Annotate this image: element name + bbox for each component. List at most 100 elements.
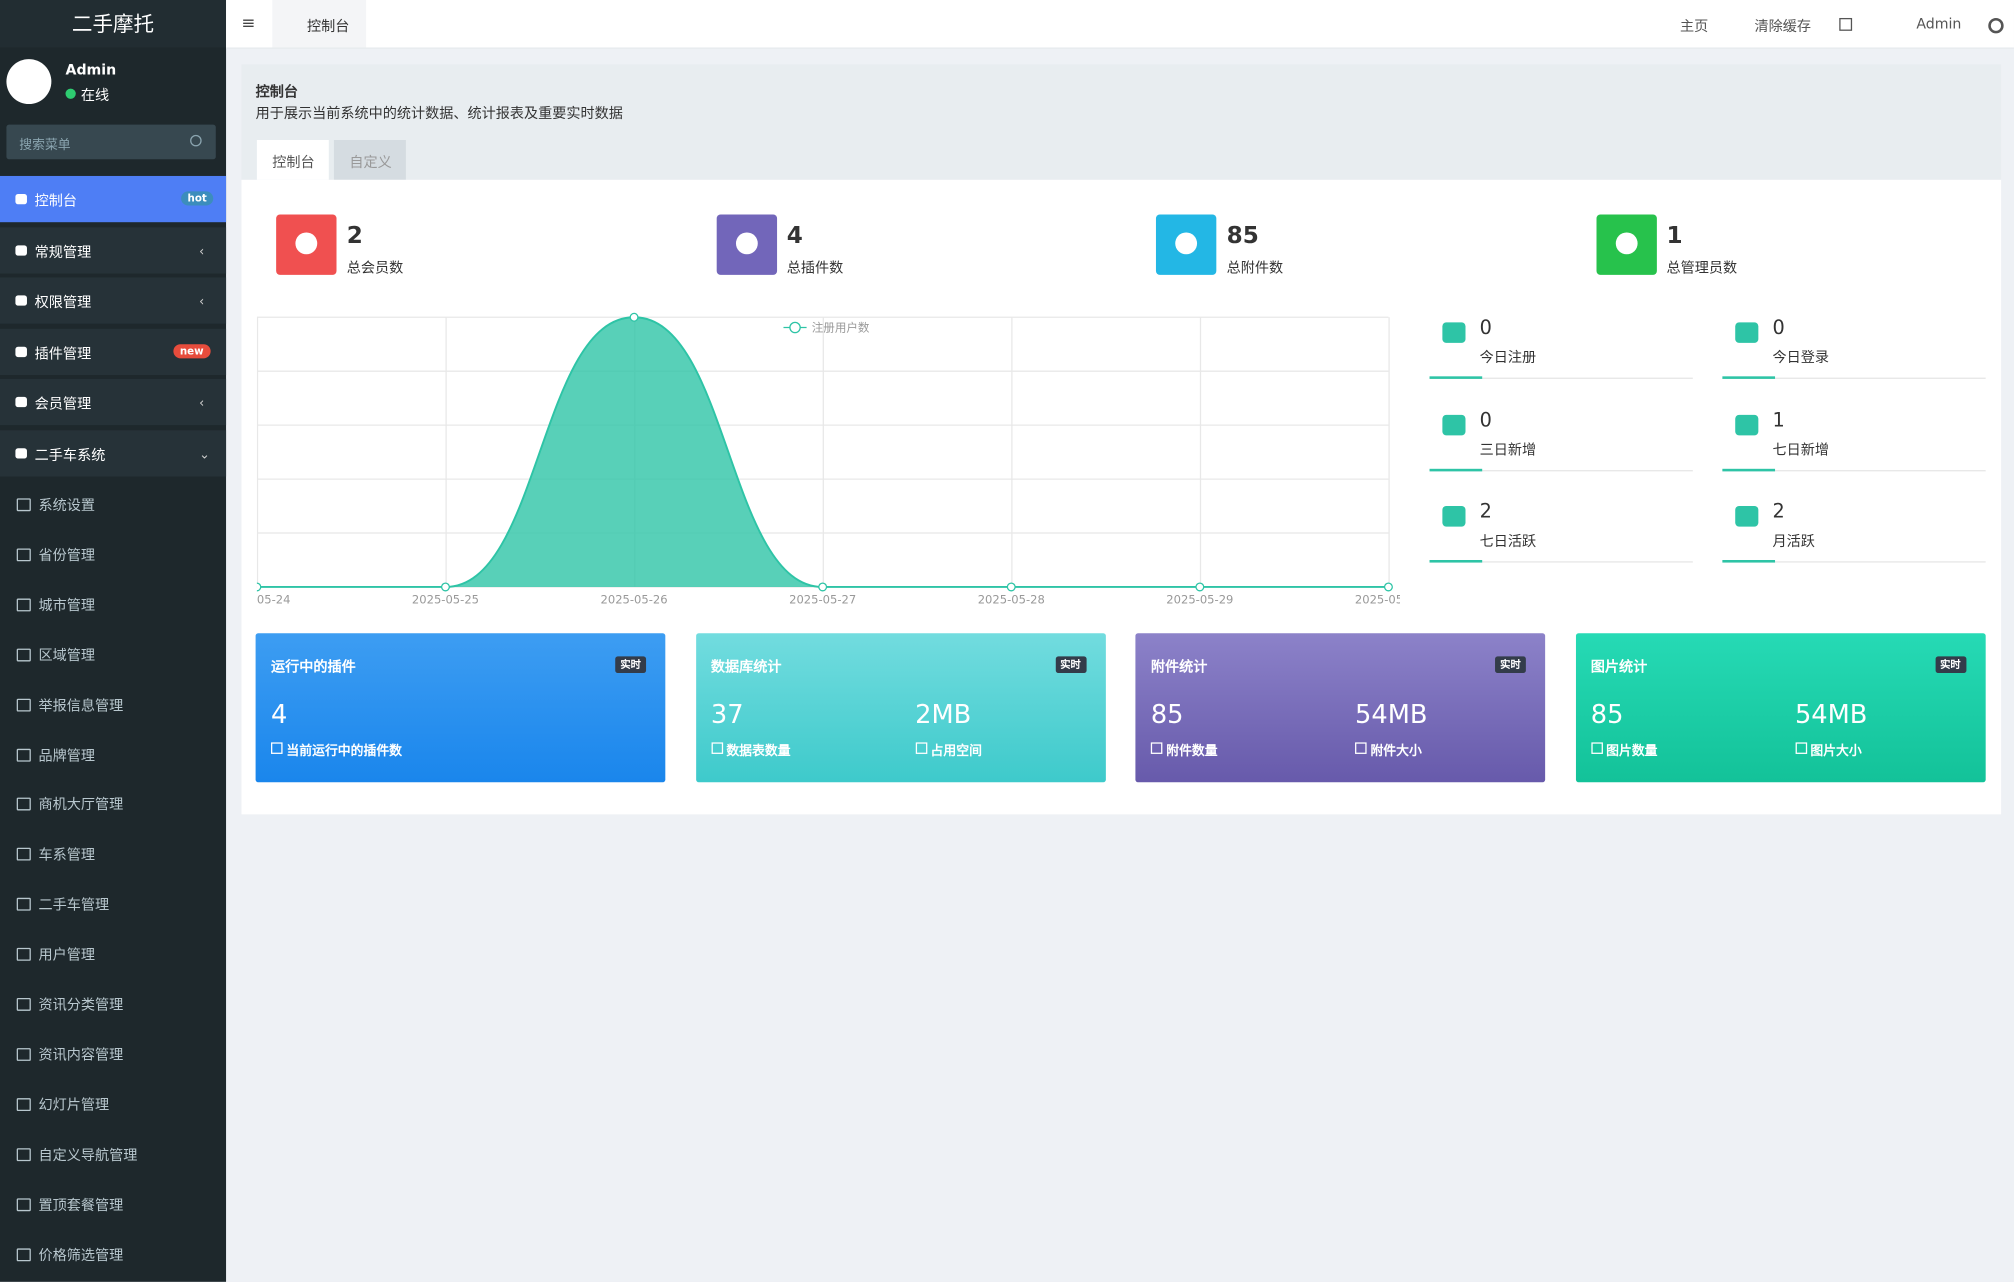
submenu-icon xyxy=(16,698,31,712)
submenu-label: 资讯分类管理 xyxy=(38,996,124,1014)
submenu-icon xyxy=(16,798,31,811)
submenu-item[interactable]: 二手车管理 xyxy=(0,888,226,921)
mini-rule xyxy=(1722,561,1986,563)
menu-toggle[interactable]: ≡ xyxy=(241,14,256,34)
search-box[interactable]: 搜索菜单 xyxy=(6,124,216,160)
submenu-item[interactable]: 资讯内容管理 xyxy=(0,1038,226,1071)
submenu-label: 价格筛选管理 xyxy=(38,1246,124,1264)
panel-tab[interactable]: 自定义 xyxy=(333,139,406,180)
mini-icon xyxy=(1442,506,1466,527)
menu-badge: hot xyxy=(181,191,214,206)
panel-tab[interactable]: 控制台 xyxy=(256,139,329,180)
menu-item[interactable]: 控制台 hot xyxy=(0,175,227,223)
top-link[interactable]: 清除缓存 xyxy=(1754,17,1812,35)
mini-rule-accent xyxy=(1429,468,1483,471)
submenu-item[interactable]: 举报信息管理 xyxy=(0,688,226,721)
settings-icon[interactable] xyxy=(1988,17,2004,34)
search-placeholder: 搜索菜单 xyxy=(19,138,71,153)
menu-icon xyxy=(15,346,27,357)
top-link[interactable]: 主页 xyxy=(1679,17,1709,35)
point xyxy=(256,582,262,592)
submenu-label: 系统设置 xyxy=(38,497,96,514)
card-badge: 实时 xyxy=(1934,656,1966,674)
stat-label: 总管理员数 xyxy=(1666,259,1738,277)
mini-rule-accent xyxy=(1722,376,1776,379)
stat-glyph xyxy=(1175,232,1198,255)
submenu-icon xyxy=(16,1247,31,1261)
submenu-item[interactable]: 资讯分类管理 xyxy=(0,988,226,1021)
card-label: 附件数量 xyxy=(1166,744,1218,760)
submenu-icon xyxy=(16,1147,31,1161)
mini-value: 0 xyxy=(1479,315,1492,340)
submenu-label: 幻灯片管理 xyxy=(38,1096,110,1114)
panel-header: 控制台 用于展示当前系统中的统计数据、统计报表及重要实时数据 控制台 自定义 xyxy=(241,64,2002,180)
x-tick-label: 2025-05-27 xyxy=(789,593,856,607)
panel-title: 控制台 xyxy=(255,83,298,101)
stat-icon xyxy=(276,214,337,275)
mini-rule-accent xyxy=(1429,559,1483,563)
menu-icon xyxy=(15,244,27,256)
menu-item[interactable]: 常规管理 ‹ xyxy=(0,226,227,274)
menu-item[interactable]: 会员管理 ‹ xyxy=(0,379,227,426)
card-label: 当前运行中的插件数 xyxy=(286,744,403,760)
card-value: 37 xyxy=(710,698,744,730)
submenu-label: 商机大厅管理 xyxy=(38,796,124,814)
stat-glyph xyxy=(295,232,318,255)
submenu-label: 置顶套餐管理 xyxy=(38,1196,124,1214)
point xyxy=(1006,582,1016,592)
submenu-icon xyxy=(16,1047,31,1061)
x-tick-label: 2025-05-24 xyxy=(257,593,291,607)
submenu-item[interactable]: 商机大厅管理 xyxy=(0,788,226,821)
submenu-item[interactable]: 省份管理 xyxy=(0,538,226,571)
card-title: 附件统计 xyxy=(1150,658,1208,676)
menu-item[interactable]: 二手车系统 ⌄ xyxy=(0,430,227,477)
stat-value: 1 xyxy=(1666,222,1683,250)
mini-icon xyxy=(1735,506,1759,527)
point xyxy=(1195,582,1205,592)
legend-label: 注册用户数 xyxy=(812,320,870,334)
submenu-item[interactable]: 价格筛选管理 xyxy=(0,1238,226,1271)
mini-value: 1 xyxy=(1772,407,1785,431)
x-tick-label: 2025-05-26 xyxy=(601,593,668,607)
brand: 二手摩托 xyxy=(0,0,227,48)
chart: 注册用户数 2025-05-24 2025-05-25 2025-05-26 2025-… xyxy=(256,312,1400,607)
panel-body: 2 总会员数 4 总插件数 85 总附件数 1 总管理员数 0 今日注册 0 今日登录 0 三日新增 1 七日… xyxy=(241,179,2002,815)
stat-value: 85 xyxy=(1226,222,1259,250)
submenu-item[interactable]: 城市管理 xyxy=(0,588,226,621)
panel-description: 用于展示当前系统中的统计数据、统计报表及重要实时数据 xyxy=(255,105,623,123)
top-link[interactable]: Admin xyxy=(1916,15,1962,33)
submenu-item[interactable]: 置顶套餐管理 xyxy=(0,1188,226,1221)
submenu-item[interactable]: 系统设置 xyxy=(0,488,226,521)
submenu-item[interactable]: 用户管理 xyxy=(0,938,226,971)
stat-icon xyxy=(716,214,777,275)
submenu-icon xyxy=(16,1097,31,1111)
menu-icon xyxy=(15,448,27,459)
mini-label: 七日活跃 xyxy=(1479,533,1537,550)
top-tab[interactable]: 控制台 xyxy=(272,0,367,48)
menu-item[interactable]: 插件管理 new xyxy=(0,328,227,375)
submenu-item[interactable]: 品牌管理 xyxy=(0,738,226,771)
x-tick-label: 2025-05-29 xyxy=(1166,593,1233,607)
menu-item[interactable]: 权限管理 ‹ xyxy=(0,277,227,324)
card-label-icon xyxy=(1150,742,1163,754)
submenu-label: 二手车管理 xyxy=(38,896,110,914)
mini-label: 今日登录 xyxy=(1772,349,1829,367)
submenu-item[interactable]: 自定义导航管理 xyxy=(0,1138,226,1171)
stat-glyph xyxy=(735,232,758,255)
submenu-icon xyxy=(16,498,31,512)
card-label-icon xyxy=(1590,742,1603,754)
submenu-item[interactable]: 区域管理 xyxy=(0,638,226,671)
line xyxy=(256,316,1389,588)
submenu-item[interactable]: 车系管理 xyxy=(0,838,226,871)
submenu-item[interactable]: 幻灯片管理 xyxy=(0,1088,226,1121)
card-label-icon xyxy=(1355,742,1367,754)
stat-icon xyxy=(1155,214,1217,275)
stat-value: 4 xyxy=(786,222,803,250)
mini-rule xyxy=(1722,469,1986,471)
fullscreen-icon[interactable] xyxy=(1839,17,1853,31)
stat-icon xyxy=(1595,214,1657,275)
mini-value: 2 xyxy=(1772,499,1785,523)
point xyxy=(440,582,450,592)
area xyxy=(256,317,1389,587)
